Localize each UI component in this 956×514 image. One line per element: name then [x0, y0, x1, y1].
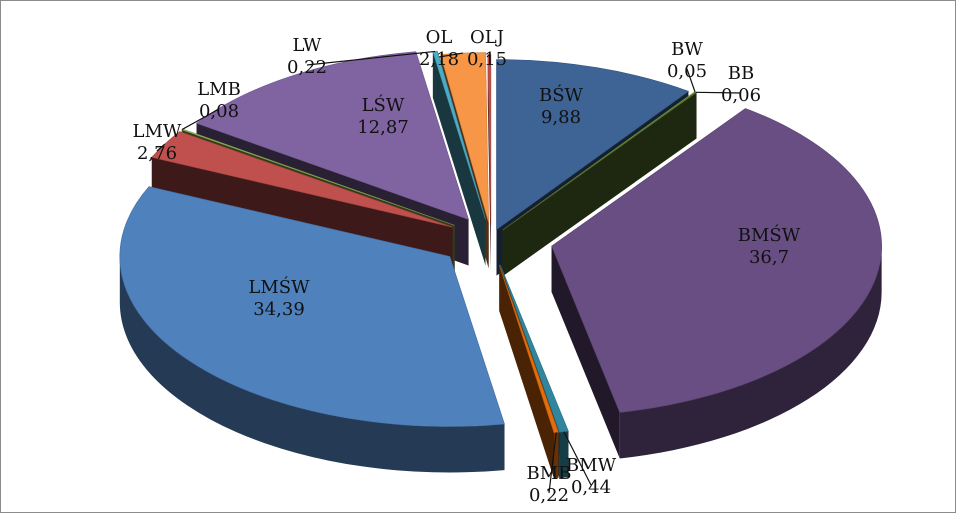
- slice-label-ol: OL2,18: [419, 27, 464, 70]
- pie-slice-bmb: [498, 264, 559, 479]
- slice-value: 36,7: [749, 247, 789, 268]
- slice-name: LMB: [197, 79, 241, 100]
- pie-slice-bmśw: [551, 108, 882, 459]
- slice-name: BMŚW: [738, 223, 801, 246]
- leader-line: [156, 143, 166, 152]
- leader-line: [696, 91, 742, 94]
- leader-line: [563, 431, 592, 486]
- slice-value: 9,88: [541, 107, 581, 128]
- pie-slice-bb: [502, 91, 698, 277]
- slice-name: LMW: [133, 121, 182, 142]
- slice-name: LW: [293, 35, 322, 56]
- slice-value: 0,05: [667, 61, 707, 82]
- slice-name: BMW: [566, 455, 617, 476]
- slice-name: BŚW: [539, 83, 584, 106]
- slice-name: BB: [728, 63, 754, 84]
- slice-value: 2,76: [137, 143, 177, 164]
- leader-line: [548, 432, 557, 494]
- slice-name: BW: [671, 39, 703, 60]
- leader-line: [438, 52, 464, 58]
- slice-value: 0,44: [571, 477, 611, 498]
- slice-name: OL: [426, 27, 453, 48]
- leader-line: [486, 54, 490, 58]
- leader-line: [181, 108, 220, 130]
- slice-value: 2,18: [419, 49, 459, 70]
- slice-value: 0,22: [287, 57, 327, 78]
- slice-name: BMB: [527, 463, 572, 484]
- leader-line: [306, 50, 436, 66]
- slice-value: 0,22: [529, 485, 569, 506]
- slice-value: 12,87: [357, 117, 409, 138]
- slice-label-bw: BW0,05: [667, 39, 707, 93]
- slice-label-bb: BB0,06: [696, 63, 761, 106]
- slice-name: OLJ: [470, 27, 504, 48]
- pie-slice-lw: [432, 50, 486, 266]
- slice-name: LŚW: [362, 93, 405, 116]
- leader-line: [686, 68, 696, 93]
- slice-value: 0,06: [721, 85, 761, 106]
- slice-value: 0,08: [199, 101, 239, 122]
- pie-slice-lmśw: [119, 186, 505, 473]
- slice-label-lw: LW0,22: [287, 35, 436, 78]
- slice-value: 34,39: [253, 299, 305, 320]
- slice-value: 0,15: [467, 49, 507, 70]
- slice-name: LMŚW: [248, 275, 310, 298]
